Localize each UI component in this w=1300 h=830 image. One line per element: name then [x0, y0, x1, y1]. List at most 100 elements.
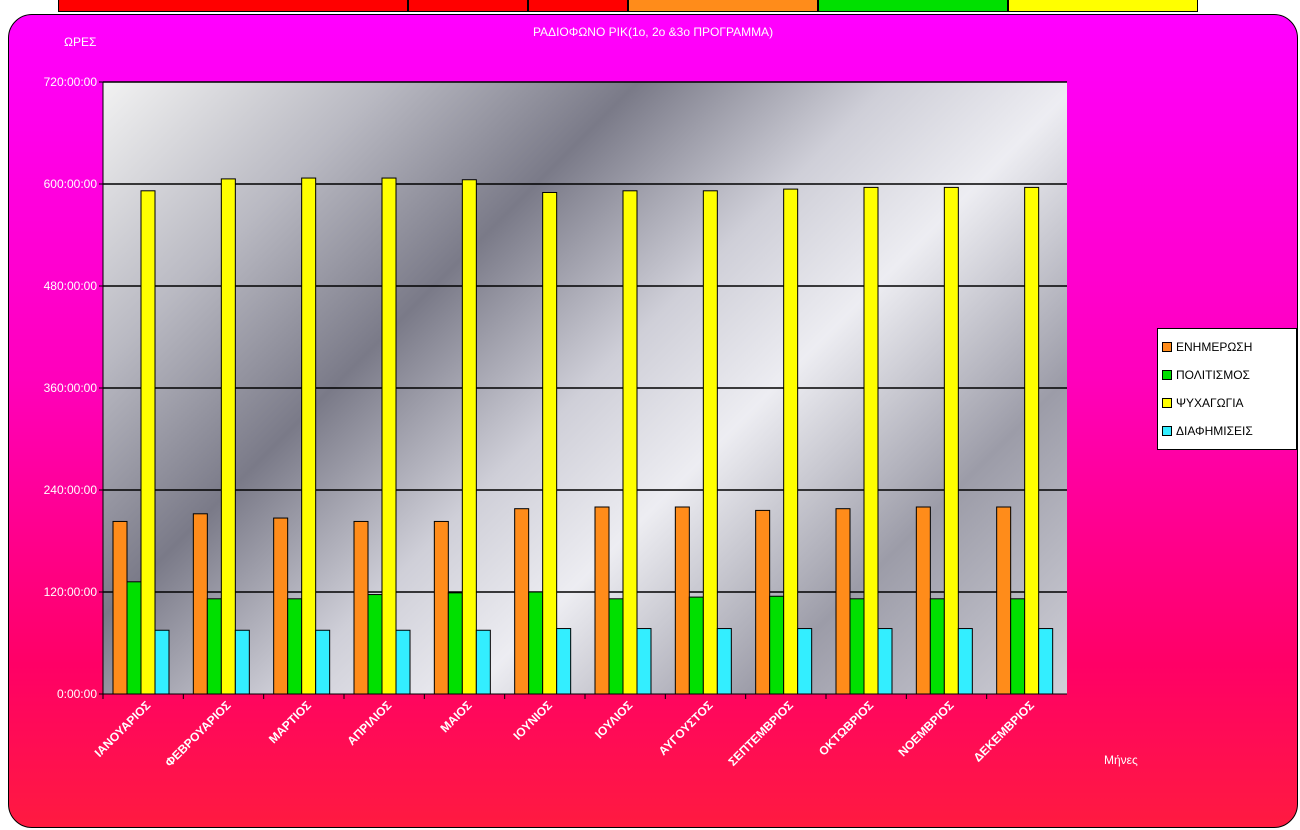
- x-tick-label: ΙΟΥΝΙΟΣ: [510, 698, 554, 742]
- top-strip-segment: [1008, 0, 1198, 12]
- bar: [475, 629, 491, 695]
- x-tick-label: ΔΕΚΕΜΒΡΙΟΣ: [971, 698, 1037, 764]
- bar: [1024, 186, 1040, 695]
- y-tick-label: 360:00:00: [44, 381, 98, 395]
- bar: [447, 592, 463, 695]
- bar: [112, 520, 128, 695]
- bar: [273, 517, 289, 695]
- top-strip-segment: [408, 0, 528, 12]
- grid-lines: [103, 81, 1067, 593]
- bar: [287, 598, 303, 695]
- bar: [957, 628, 973, 695]
- bar: [849, 598, 865, 695]
- y-tick-label: 720:00:00: [44, 75, 98, 89]
- legend-item: ΠΟΛΙΤΙΣΜΟΣ: [1160, 361, 1294, 389]
- bar: [594, 506, 610, 695]
- x-axis-label: Μήνες: [1104, 753, 1138, 767]
- y-tick-label: 120:00:00: [44, 585, 98, 599]
- x-tick-label: ΝΟΕΜΒΡΙΟΣ: [895, 698, 956, 759]
- bar: [797, 628, 813, 695]
- x-tick-label: ΑΠΡΙΛΙΟΣ: [344, 698, 394, 748]
- bar-group: [273, 177, 331, 695]
- y-tick-label: 480:00:00: [44, 279, 98, 293]
- y-axis-label: ΩΡΕΣ: [64, 35, 96, 49]
- chart-legend: ΕΝΗΜΕΡΩΣΗ ΠΟΛΙΤΙΣΜΟΣ ΨΥΧΑΓΩΓΙΑ ΔΙΑΦΗΜΙΣΕΙΣ: [1157, 328, 1297, 450]
- bar: [702, 190, 718, 695]
- bar: [929, 598, 945, 695]
- legend-swatch: [1162, 370, 1172, 380]
- x-tick-label: ΦΕΒΡΟΥΑΡΙΟΣ: [162, 698, 233, 769]
- bar: [514, 508, 530, 695]
- bar: [915, 506, 931, 695]
- bar: [381, 177, 397, 695]
- bar: [674, 506, 690, 695]
- legend-label: ΨΥΧΑΓΩΓΙΑ: [1176, 396, 1244, 410]
- bar-group: [835, 186, 893, 695]
- top-strip-segment: [818, 0, 1008, 12]
- bar-group: [594, 190, 652, 695]
- top-color-strip: [58, 0, 1198, 14]
- bar-group: [996, 186, 1054, 695]
- x-tick-label: ΟΚΤΩΒΡΙΟΣ: [816, 698, 876, 758]
- bar: [395, 629, 411, 695]
- x-tick-label: ΜΑΡΤΙΟΣ: [266, 698, 314, 746]
- bar: [206, 598, 222, 695]
- bar: [1038, 628, 1054, 695]
- bar: [154, 629, 170, 695]
- bar-group: [755, 188, 813, 695]
- bar-group: [674, 190, 732, 695]
- x-tick-label: ΙΑΝΟΥΑΡΙΟΣ: [92, 698, 154, 760]
- bar: [301, 177, 317, 695]
- bar-group: [112, 190, 170, 695]
- bar: [755, 509, 771, 695]
- bar: [863, 186, 879, 695]
- legend-item: ΨΥΧΑΓΩΓΙΑ: [1160, 389, 1294, 417]
- legend-swatch: [1162, 342, 1172, 352]
- x-tick-label: ΜΑΙΟΣ: [437, 698, 474, 735]
- bar: [234, 629, 250, 695]
- bar: [622, 190, 638, 695]
- legend-item: ΔΙΑΦΗΜΙΣΕΙΣ: [1160, 417, 1294, 445]
- bar: [433, 520, 449, 695]
- bar: [877, 628, 893, 695]
- bar: [716, 628, 732, 695]
- chart-title: ΡΑΔΙΟΦΩΝΟ ΡΙΚ(1ο, 2ο &3ο ΠΡΟΓΡΑΜΜΑ): [533, 25, 773, 39]
- bar-group: [192, 178, 250, 695]
- x-tick-label: ΑΥΓΟΥΣΤΟΣ: [656, 698, 716, 758]
- legend-label: ΔΙΑΦΗΜΙΣΕΙΣ: [1176, 424, 1253, 438]
- bar-group: [433, 179, 491, 695]
- bar: [192, 513, 208, 695]
- bar: [461, 179, 477, 695]
- bar: [1010, 598, 1026, 695]
- x-tick-label: ΣΕΠΤΕΜΒΡΙΟΣ: [725, 698, 796, 769]
- bar: [353, 520, 369, 695]
- bar-groups: [112, 177, 1054, 695]
- legend-swatch: [1162, 398, 1172, 408]
- bar: [528, 591, 544, 695]
- bar-group: [514, 192, 572, 695]
- bar: [140, 190, 156, 695]
- bar-group: [915, 186, 973, 695]
- bar: [608, 598, 624, 695]
- bar: [636, 628, 652, 695]
- legend-label: ΕΝΗΜΕΡΩΣΗ: [1176, 340, 1253, 354]
- legend-label: ΠΟΛΙΤΙΣΜΟΣ: [1176, 368, 1250, 382]
- bar: [220, 178, 236, 695]
- bar: [943, 186, 959, 695]
- top-strip-segment: [528, 0, 628, 12]
- legend-item: ΕΝΗΜΕΡΩΣΗ: [1160, 333, 1294, 361]
- y-tick-label: 600:00:00: [44, 177, 98, 191]
- bar: [996, 506, 1012, 695]
- bar: [556, 628, 572, 695]
- y-tick-label: 0:00:00: [57, 687, 97, 701]
- top-strip-segment: [58, 0, 408, 12]
- bar: [542, 192, 558, 695]
- legend-swatch: [1162, 426, 1172, 436]
- bar: [688, 596, 704, 695]
- bar: [315, 629, 331, 695]
- bar: [783, 188, 799, 695]
- bar: [367, 594, 383, 695]
- y-tick-label: 240:00:00: [44, 483, 98, 497]
- top-strip-segment: [628, 0, 818, 12]
